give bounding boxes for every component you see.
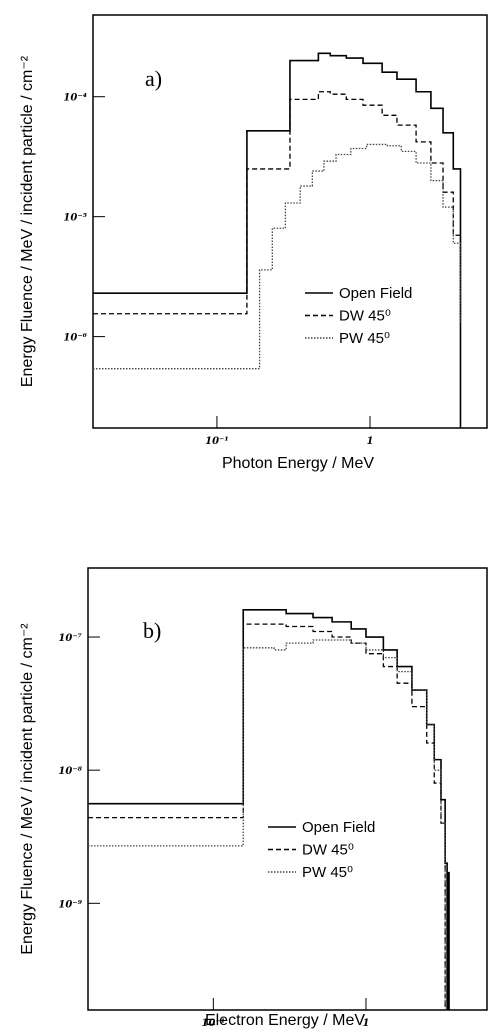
y-tick-label: 10⁻⁸ <box>58 766 82 777</box>
y-tick-label: 10⁻⁴ <box>63 93 87 104</box>
x-tick-label: 1 <box>367 436 374 447</box>
series-line <box>93 91 462 320</box>
series-line <box>93 143 462 370</box>
legend-label: PW 45⁰ <box>302 864 353 881</box>
y-tick-label: 10⁻⁵ <box>63 213 87 224</box>
x-tick-label: 10⁻¹ <box>205 436 229 447</box>
x-axis-label: Photon Energy / MeV <box>222 455 374 472</box>
y-axis-label: Energy Fluence / MeV / incident particle… <box>19 623 36 955</box>
annotation: b) <box>143 618 161 643</box>
legend-label: DW 45⁰ <box>339 308 391 325</box>
y-tick-label: 10⁻⁶ <box>63 333 87 344</box>
series-line <box>88 623 446 1010</box>
annotation: a) <box>145 66 162 91</box>
series-line <box>88 609 450 1010</box>
y-axis-label: Energy Fluence / MeV / incident particle… <box>19 55 36 387</box>
legend-label: Open Field <box>302 819 375 836</box>
x-axis-label: Electron Energy / MeV <box>205 1012 365 1029</box>
x-tick-label: 1 <box>362 1018 369 1029</box>
y-tick-label: 10⁻⁹ <box>58 899 82 910</box>
plot-frame <box>87 567 488 1011</box>
legend-label: Open Field <box>339 285 412 302</box>
plot-frame <box>92 14 488 429</box>
legend-label: PW 45⁰ <box>339 330 390 347</box>
x-tick-label: 10⁻¹ <box>202 1018 226 1029</box>
series-line <box>88 639 446 1010</box>
legend-label: DW 45⁰ <box>302 842 354 859</box>
y-tick-label: 10⁻⁷ <box>58 633 82 644</box>
series-line <box>93 52 462 428</box>
